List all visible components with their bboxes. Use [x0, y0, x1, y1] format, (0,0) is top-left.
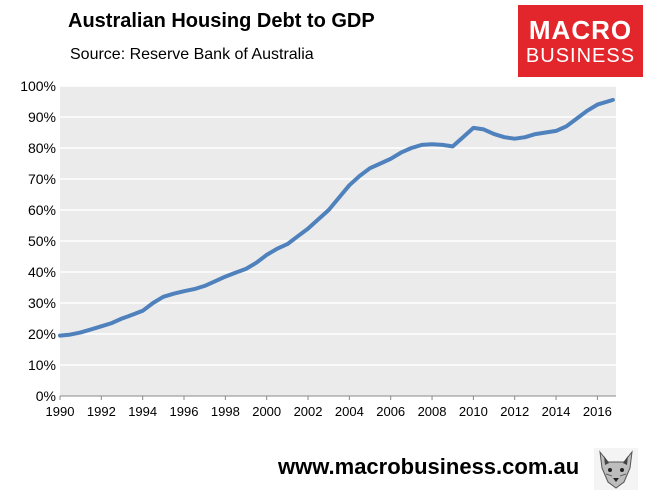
y-tick-label: 70% — [28, 171, 56, 187]
y-tick-label: 40% — [28, 264, 56, 280]
chart-subtitle: Source: Reserve Bank of Australia — [70, 46, 314, 63]
x-tick-label: 2016 — [583, 404, 612, 419]
y-tick-label: 60% — [28, 202, 56, 218]
gridlines — [60, 85, 616, 366]
x-tick-label: 2000 — [252, 404, 281, 419]
y-tick-label: 10% — [28, 357, 56, 373]
x-tick-label: 1994 — [128, 404, 157, 419]
y-axis-ticks: 0% 10% 20% 30% 40% 50% 60% 70% 80% 90% 100% — [20, 78, 56, 404]
x-tick-label: 2014 — [542, 404, 571, 419]
x-tick-label: 1998 — [211, 404, 240, 419]
website-url[interactable]: www.macrobusiness.com.au — [278, 454, 580, 479]
x-tick-label: 2010 — [459, 404, 488, 419]
macrobusiness-logo[interactable]: MACRO BUSINESS — [518, 5, 643, 77]
y-tick-label: 100% — [20, 78, 56, 94]
x-tick-label: 2006 — [376, 404, 405, 419]
y-tick-label: 90% — [28, 109, 56, 125]
x-tick-label: 2004 — [335, 404, 364, 419]
y-tick-label: 0% — [36, 388, 56, 404]
wolf-head-icon — [594, 448, 638, 490]
x-tick-label: 1990 — [46, 404, 75, 419]
chart-title: Australian Housing Debt to GDP — [68, 10, 375, 32]
y-tick-label: 80% — [28, 140, 56, 156]
x-tick-label: 2008 — [418, 404, 447, 419]
x-tick-label: 1996 — [170, 404, 199, 419]
x-axis-ticks: 1990 1992 1994 1996 1998 2000 2002 2004 2006 2008… — [46, 396, 612, 419]
x-tick-label: 2012 — [500, 404, 529, 419]
x-tick-label: 1992 — [87, 404, 116, 419]
logo-line-2: BUSINESS — [525, 45, 636, 67]
series-line — [58, 97, 615, 338]
x-tick-label: 2002 — [294, 404, 323, 419]
logo-line-1: MACRO — [528, 15, 633, 45]
y-tick-label: 50% — [28, 233, 56, 249]
y-tick-label: 20% — [28, 326, 56, 342]
y-tick-label: 30% — [28, 295, 56, 311]
